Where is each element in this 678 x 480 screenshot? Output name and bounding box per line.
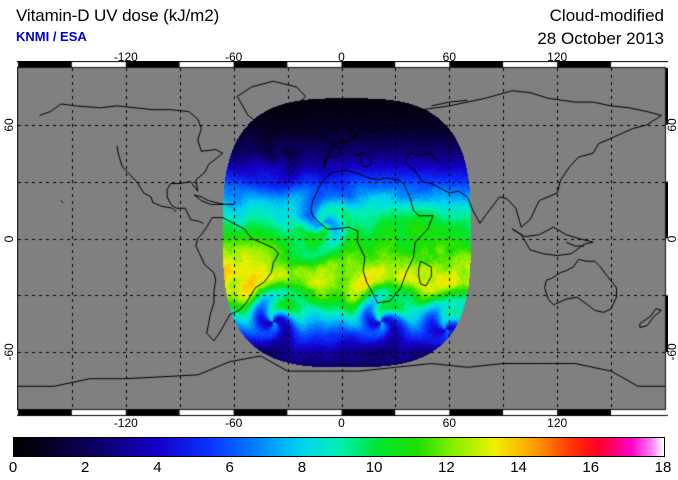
colorbar-tick-12: 12 <box>437 459 455 476</box>
lat-tick-left-0: 0 <box>2 235 16 242</box>
product-type-label: Cloud-modified <box>549 6 664 25</box>
lon-tick-top--120: -120 <box>113 50 138 64</box>
lon-tick-bottom-0: 0 <box>338 416 345 430</box>
lat-tick-right-60: 60 <box>665 118 678 132</box>
colorbar-tick-16: 16 <box>582 459 600 476</box>
lat-tick-right--60: -60 <box>665 343 678 361</box>
lon-tick-bottom--60: -60 <box>224 416 243 430</box>
colorbar-tick-10: 10 <box>365 459 383 476</box>
header: Vitamin-D UV dose (kJ/m2) KNMI / ESA Clo… <box>0 0 678 62</box>
lon-tick-top-0: 0 <box>338 50 345 64</box>
map-panel <box>17 61 668 417</box>
lat-tick-left-60: 60 <box>2 118 16 132</box>
colorbar-tick-4: 4 <box>153 459 162 476</box>
lon-tick-top--60: -60 <box>224 50 243 64</box>
institution-label: KNMI / ESA <box>16 29 87 44</box>
colorbar-tick-0: 0 <box>8 459 18 476</box>
date-label: 28 October 2013 <box>537 29 664 48</box>
lon-tick-top-60: 60 <box>442 50 457 64</box>
colorbar-tick-14: 14 <box>510 459 527 476</box>
colorbar-gradient <box>13 437 665 457</box>
colorbar-tick-6: 6 <box>225 459 234 476</box>
lon-tick-top-120: 120 <box>547 50 568 64</box>
colorbar: 0 2 4 6 8 10 12 14 16 18 <box>0 437 678 480</box>
lat-tick-left--60: -60 <box>2 343 16 361</box>
uv-dose-map <box>18 68 665 409</box>
page-title: Vitamin-D UV dose (kJ/m2) <box>16 6 220 25</box>
colorbar-tick-18: 18 <box>654 459 672 476</box>
lon-tick-bottom-120: 120 <box>547 416 568 430</box>
lon-tick-bottom-60: 60 <box>442 416 457 430</box>
colorbar-tick-8: 8 <box>297 459 307 476</box>
lat-tick-right-0: 0 <box>665 235 678 242</box>
lon-tick-bottom--120: -120 <box>113 416 138 430</box>
colorbar-tick-2: 2 <box>81 459 90 476</box>
